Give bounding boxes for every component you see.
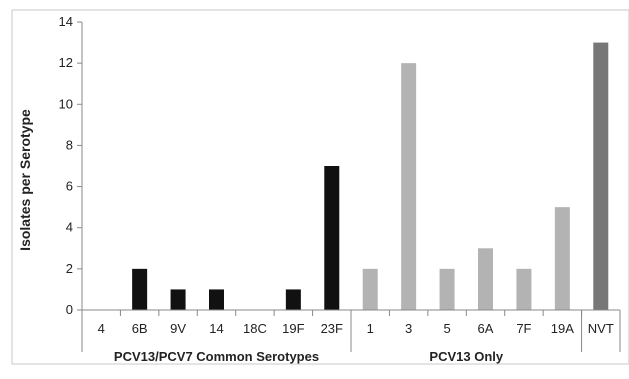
- bar-9V: [170, 289, 186, 310]
- bar-5: [439, 268, 455, 310]
- bar-23F: [324, 166, 340, 310]
- group-label: PCV13/PCV7 Common Serotypes: [114, 349, 319, 364]
- y-tick-label: 0: [66, 302, 73, 317]
- category-label: 19F: [282, 321, 304, 336]
- category-label: 1: [367, 321, 374, 336]
- y-axis-title: Isolates per Serotype: [17, 109, 33, 251]
- category-label: 5: [443, 321, 450, 336]
- category-label: 18C: [243, 321, 267, 336]
- y-tick-label: 10: [59, 96, 73, 111]
- bar-6A: [478, 248, 493, 310]
- bar-19F: [285, 289, 301, 310]
- x-axis: 4 6B 9V 14 18C 19F 23F 1 3 5 6A 7F 19A NVT PCV13/PCV7 …: [81, 309, 621, 364]
- bar-19A: [554, 207, 570, 310]
- category-label: 7F: [516, 321, 531, 336]
- category-label: 3: [405, 321, 412, 336]
- y-tick-label: 14: [59, 14, 73, 29]
- y-tick-label: 12: [59, 55, 73, 70]
- category-label: 9V: [170, 321, 186, 336]
- y-tick-label: 6: [66, 179, 73, 194]
- category-label: 23F: [321, 321, 343, 336]
- category-label: 6B: [132, 321, 148, 336]
- category-label: 4: [98, 321, 105, 336]
- y-tick-label: 2: [66, 261, 73, 276]
- bar-7F: [516, 268, 532, 310]
- bar-3: [401, 63, 417, 311]
- bar-NVT: [593, 42, 609, 310]
- group-label: PCV13 Only: [429, 349, 503, 364]
- bar-1: [362, 268, 378, 310]
- category-label: 14: [209, 321, 223, 336]
- category-label: 19A: [551, 321, 574, 336]
- bar-14: [209, 289, 224, 310]
- y-tick-label: 8: [66, 137, 73, 152]
- category-label: 6A: [478, 321, 494, 336]
- bar-6B: [132, 268, 148, 310]
- chart-border: [11, 9, 629, 365]
- category-label: NVT: [588, 321, 614, 336]
- bars: [132, 42, 609, 311]
- y-tick-label: 4: [66, 220, 73, 235]
